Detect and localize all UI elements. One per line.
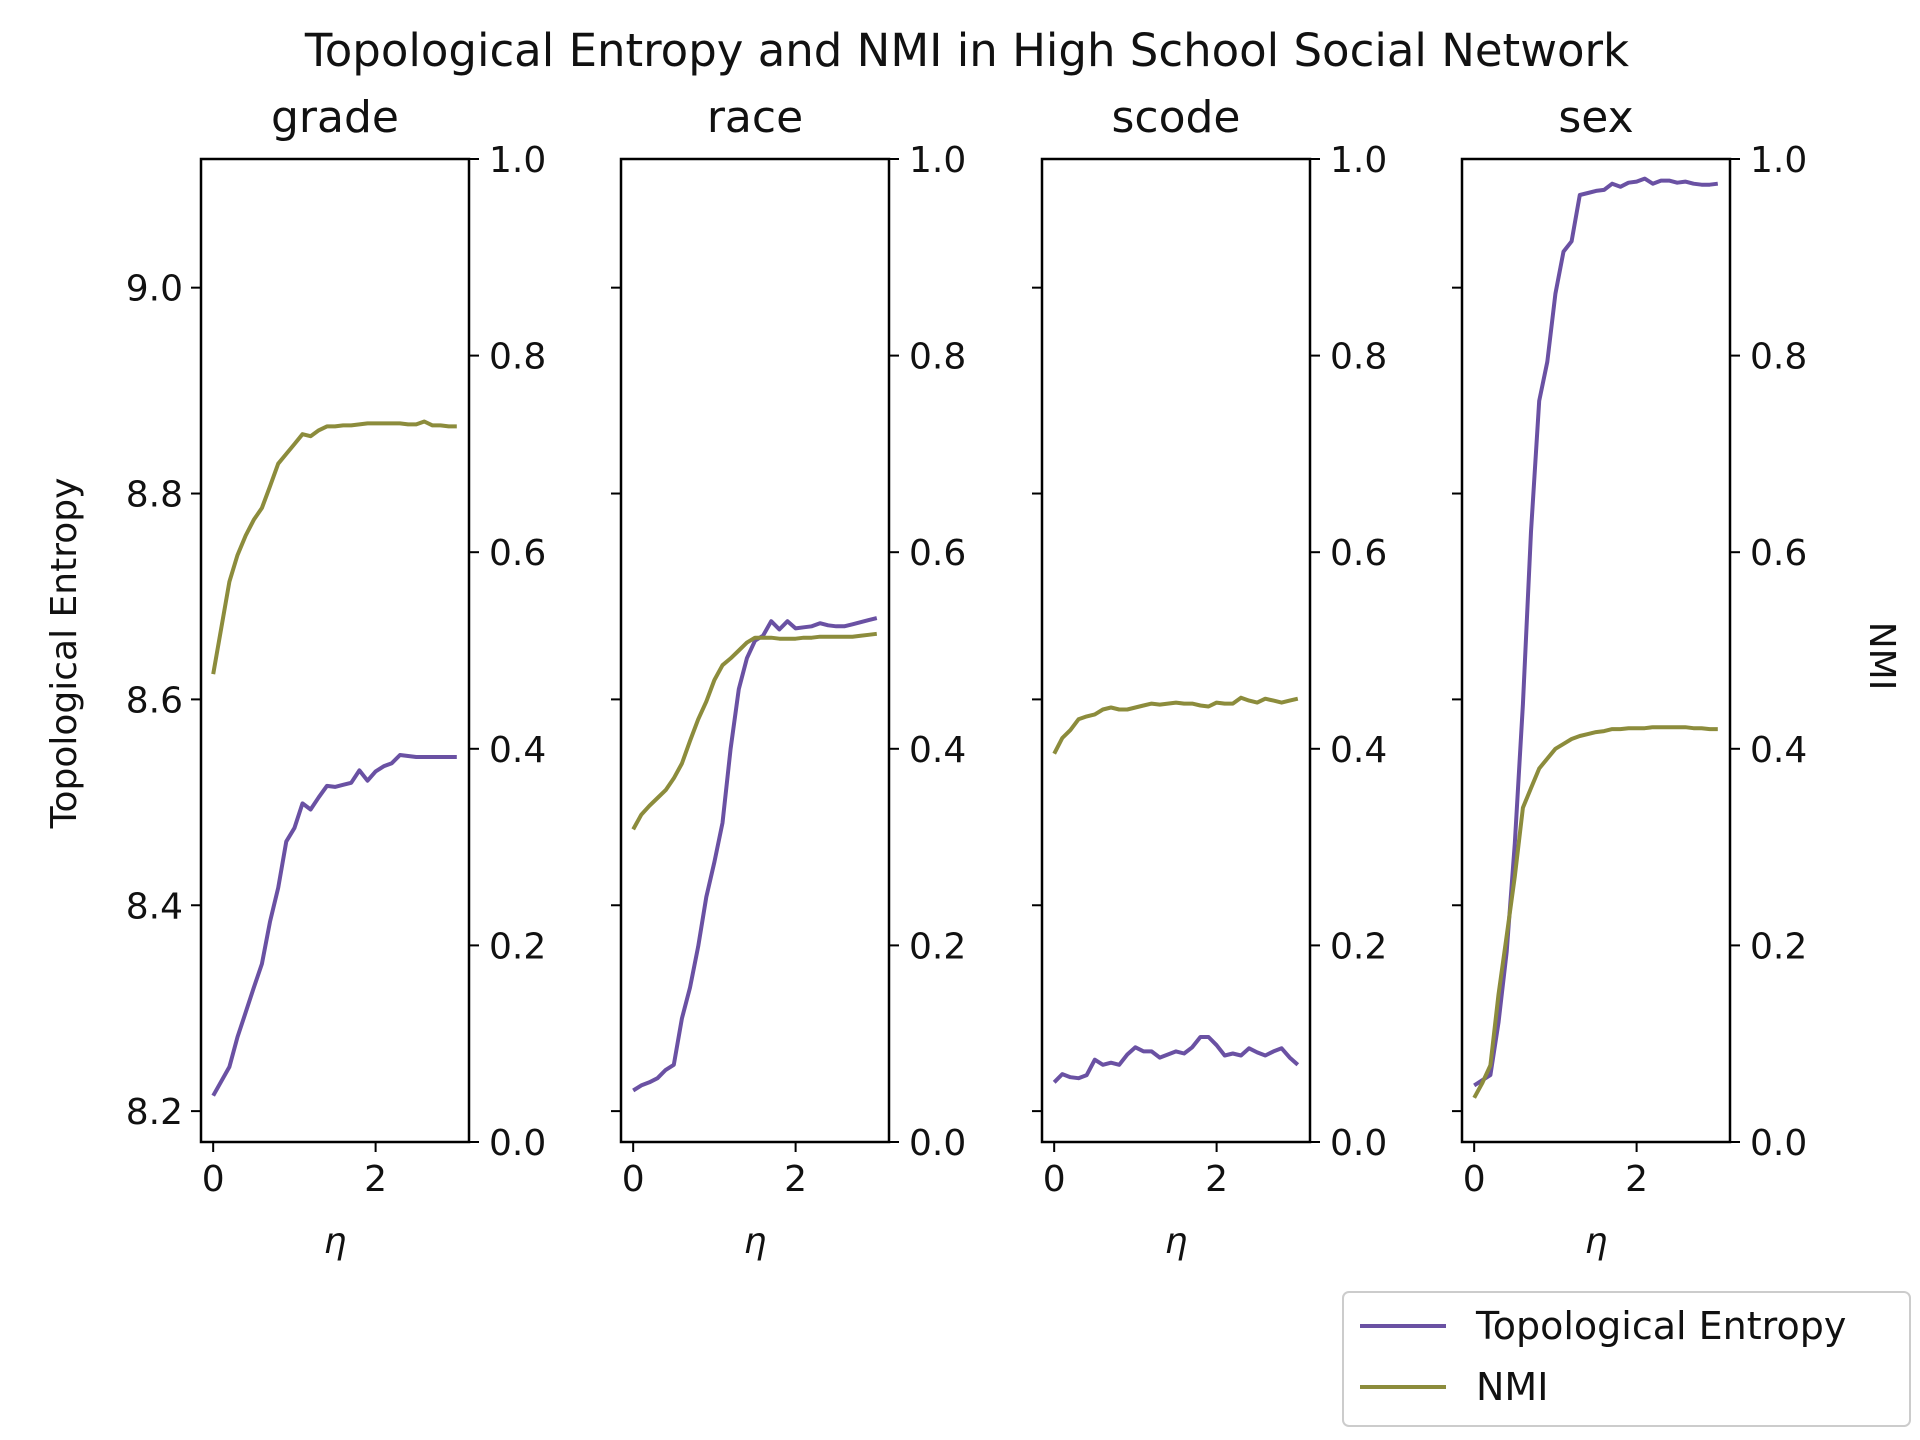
right-y-tick-label: 0.8 [909, 337, 966, 378]
right-y-tick-label: 0.4 [1330, 730, 1387, 771]
left-y-tick-label: 9.0 [126, 269, 183, 310]
panel-sex: sex 0.0 0.2 0.4 0.6 0.8 1.0 0 2η [1452, 92, 1807, 1262]
right-y-tick-label: 0.6 [489, 533, 546, 574]
series-line-topological-entropy [211, 753, 457, 1097]
right-y-tick-label: 0.8 [489, 337, 546, 378]
right-y-tick-label: 0.8 [1330, 337, 1387, 378]
plot-frame [1040, 157, 1312, 1144]
panel-grade: grade 8.2 8.4 8.6 8.8 9.0 0.0 0.2 0.4 0.6 0.8 1.0 0 2… [126, 92, 547, 1262]
legend-box [1342, 1291, 1911, 1427]
x-axis-label: η [744, 1221, 767, 1262]
series-line-nmi [1472, 725, 1718, 1099]
right-y-tick-label: 1.0 [909, 140, 966, 181]
left-y-tick-label: 8.8 [126, 475, 183, 516]
right-y-tick-label: 0.4 [489, 730, 546, 771]
right-y-tick-label: 1.0 [489, 140, 546, 181]
x-tick-label: 0 [1463, 1159, 1486, 1200]
panel-title-grade: grade [271, 92, 399, 143]
series-line-topological-entropy [632, 616, 878, 1093]
panel-scode: scode 0.0 0.2 0.4 0.6 0.8 1.0 0 2η [1032, 92, 1387, 1262]
x-tick-label: 2 [1625, 1159, 1648, 1200]
right-y-tick-label: 0.4 [1750, 730, 1807, 771]
series-line-nmi [211, 419, 457, 675]
x-tick-label: 0 [622, 1159, 645, 1200]
x-tick-label: 2 [1205, 1159, 1228, 1200]
series-line-topological-entropy [1473, 176, 1719, 1088]
series-line-nmi [1052, 695, 1299, 755]
panel-race: race 0.0 0.2 0.4 0.6 0.8 1.0 0 2η [611, 92, 966, 1262]
right-y-tick-label: 0.6 [909, 533, 966, 574]
right-y-tick-label: 0.0 [1750, 1123, 1807, 1164]
panel-title-scode: scode [1111, 92, 1240, 143]
right-y-tick-label: 0.0 [489, 1123, 546, 1164]
panels: grade 8.2 8.4 8.6 8.8 9.0 0.0 0.2 0.4 0.6 0.8 1.0 0 2… [126, 92, 1808, 1262]
right-y-tick-label: 0.2 [1330, 926, 1387, 967]
right-y-tick-label: 0.0 [909, 1123, 966, 1164]
x-tick-label: 0 [202, 1159, 225, 1200]
x-tick-label: 2 [364, 1159, 387, 1200]
series-line-topological-entropy [1052, 1035, 1300, 1084]
chart-title: Topological Entropy and NMI in High Scho… [304, 24, 1629, 77]
right-y-tick-label: 0.6 [1750, 533, 1807, 574]
left-y-tick-label: 8.2 [126, 1092, 183, 1133]
legend-label-topological-entropy: Topological Entropy [1475, 1304, 1846, 1348]
left-y-tick-label: 8.4 [126, 886, 183, 927]
x-tick-label: 0 [1043, 1159, 1066, 1200]
x-tick-label: 2 [784, 1159, 807, 1200]
legend-label-nmi: NMI [1476, 1365, 1548, 1409]
legend: Topological Entropy NMI [1342, 1291, 1911, 1427]
left-y-axis-label: Topological Entropy [44, 478, 85, 830]
right-y-tick-label: 0.6 [1330, 533, 1387, 574]
panel-title-sex: sex [1558, 92, 1633, 143]
plot-frame [199, 157, 471, 1144]
x-axis-label: η [1585, 1221, 1608, 1262]
plot-frame [1460, 157, 1732, 1144]
right-y-tick-label: 0.4 [909, 730, 966, 771]
x-axis-label: η [1165, 1221, 1188, 1262]
right-y-tick-label: 0.8 [1750, 337, 1807, 378]
right-y-tick-label: 0.2 [489, 926, 546, 967]
series-line-nmi [631, 631, 878, 831]
left-y-tick-label: 8.6 [126, 680, 183, 721]
plot-frame [619, 157, 891, 1144]
right-y-tick-label: 1.0 [1750, 140, 1807, 181]
right-y-tick-label: 0.2 [909, 926, 966, 967]
right-y-tick-label: 1.0 [1330, 140, 1387, 181]
right-y-tick-label: 0.2 [1750, 926, 1807, 967]
right-y-tick-label: 0.0 [1330, 1123, 1387, 1164]
panel-title-race: race [707, 92, 803, 143]
x-axis-label: η [324, 1221, 347, 1262]
right-y-axis-label: NMI [1861, 622, 1902, 691]
